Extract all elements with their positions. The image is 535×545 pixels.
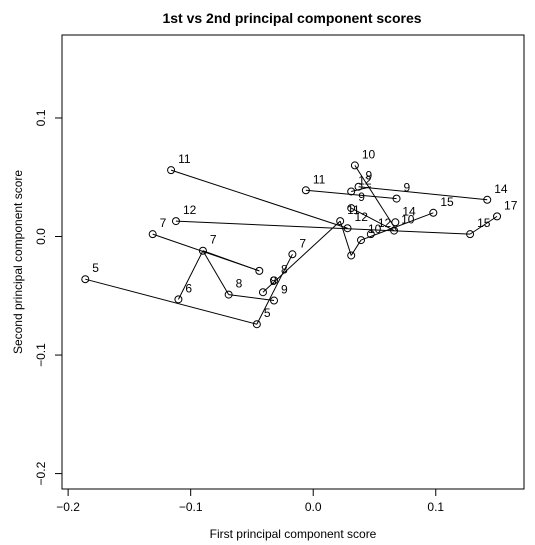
connecting-line — [177, 250, 204, 300]
point-label: 15 — [440, 195, 454, 209]
data-point — [466, 230, 475, 239]
x-tick-label: −0.2 — [56, 500, 80, 514]
chart-title: 1st vs 2nd principal component scores — [162, 10, 421, 26]
point-label: 10 — [401, 213, 415, 227]
data-point — [347, 251, 356, 260]
connecting-line — [202, 250, 230, 295]
y-tick-label: 0.1 — [34, 109, 48, 126]
x-axis: −0.2 −0.1 0.0 0.1 — [56, 489, 444, 514]
connecting-line — [85, 278, 257, 325]
data-point — [288, 250, 297, 259]
connecting-line — [350, 207, 395, 232]
data-point — [390, 226, 399, 235]
point-label: 11 — [313, 172, 326, 186]
data-points — [81, 161, 502, 329]
connecting-line — [350, 239, 362, 256]
point-label: 6 — [185, 281, 192, 295]
data-point — [171, 217, 180, 226]
point-label: 7 — [299, 236, 306, 250]
point-label: 10 — [368, 222, 382, 236]
connecting-line — [256, 254, 293, 325]
connecting-line — [170, 169, 348, 229]
connecting-line — [358, 186, 488, 201]
point-label: 17 — [504, 198, 518, 212]
point-label: 8 — [236, 277, 243, 291]
data-point — [270, 276, 279, 285]
connecting-lines — [85, 165, 498, 325]
y-tick-label: 0.0 — [34, 228, 48, 245]
point-label: 12 — [355, 210, 369, 224]
data-point — [301, 186, 310, 195]
data-point — [493, 212, 502, 221]
x-tick-label: 0.0 — [305, 500, 322, 514]
x-axis-label: First principal component score — [210, 527, 377, 541]
data-point — [350, 161, 359, 170]
data-point — [347, 204, 356, 213]
point-label: 7 — [210, 233, 217, 247]
connecting-line — [469, 215, 498, 235]
point-label: 12 — [378, 216, 392, 230]
data-point — [174, 295, 183, 304]
data-point — [429, 208, 438, 217]
connecting-line — [202, 250, 260, 272]
data-point — [343, 224, 352, 233]
data-point — [483, 195, 492, 204]
data-point — [392, 194, 401, 203]
point-label: 9 — [358, 190, 365, 204]
data-point — [336, 217, 345, 226]
point-label: 9 — [404, 181, 411, 195]
point-label: 5 — [264, 306, 271, 320]
plot-frame — [61, 34, 525, 490]
data-point — [255, 266, 264, 275]
point-label: 11 — [347, 203, 360, 217]
y-axis: −0.2 −0.1 0.0 0.1 — [34, 109, 62, 485]
data-point — [391, 218, 400, 227]
connecting-line — [360, 212, 434, 241]
point-label: 12 — [183, 203, 197, 217]
data-point — [198, 246, 207, 255]
point-label: 10 — [362, 147, 376, 161]
data-point — [148, 230, 157, 239]
data-point — [366, 230, 375, 239]
connecting-line — [228, 294, 275, 302]
y-tick-label: −0.2 — [34, 461, 48, 485]
data-point — [167, 166, 176, 175]
connecting-line — [175, 220, 471, 235]
data-point — [357, 236, 366, 245]
connecting-line — [354, 165, 397, 231]
point-label: 12 — [358, 173, 372, 187]
data-point — [354, 182, 363, 191]
x-tick-label: −0.1 — [179, 500, 203, 514]
point-label: 15 — [477, 216, 491, 230]
point-label: 7 — [160, 216, 167, 230]
x-tick-label: 0.1 — [427, 500, 444, 514]
point-label: 9 — [281, 283, 288, 297]
data-point — [252, 320, 261, 329]
data-point — [347, 187, 356, 196]
data-point — [224, 290, 233, 299]
data-point — [258, 288, 267, 297]
point-label: 9 — [366, 169, 373, 183]
point-label: 8 — [270, 274, 277, 288]
point-label: 8 — [281, 262, 288, 276]
point-label: 14 — [494, 182, 508, 196]
y-tick-label: −0.1 — [34, 343, 48, 367]
connecting-line — [305, 189, 397, 200]
point-label: 11 — [178, 152, 191, 166]
data-point — [81, 275, 90, 284]
point-label: 5 — [92, 261, 99, 275]
data-point — [270, 296, 279, 305]
y-axis-label: Second principal component score — [11, 170, 25, 354]
point-label: 14 — [402, 204, 416, 218]
connecting-line — [339, 220, 352, 256]
connecting-line — [262, 220, 341, 293]
